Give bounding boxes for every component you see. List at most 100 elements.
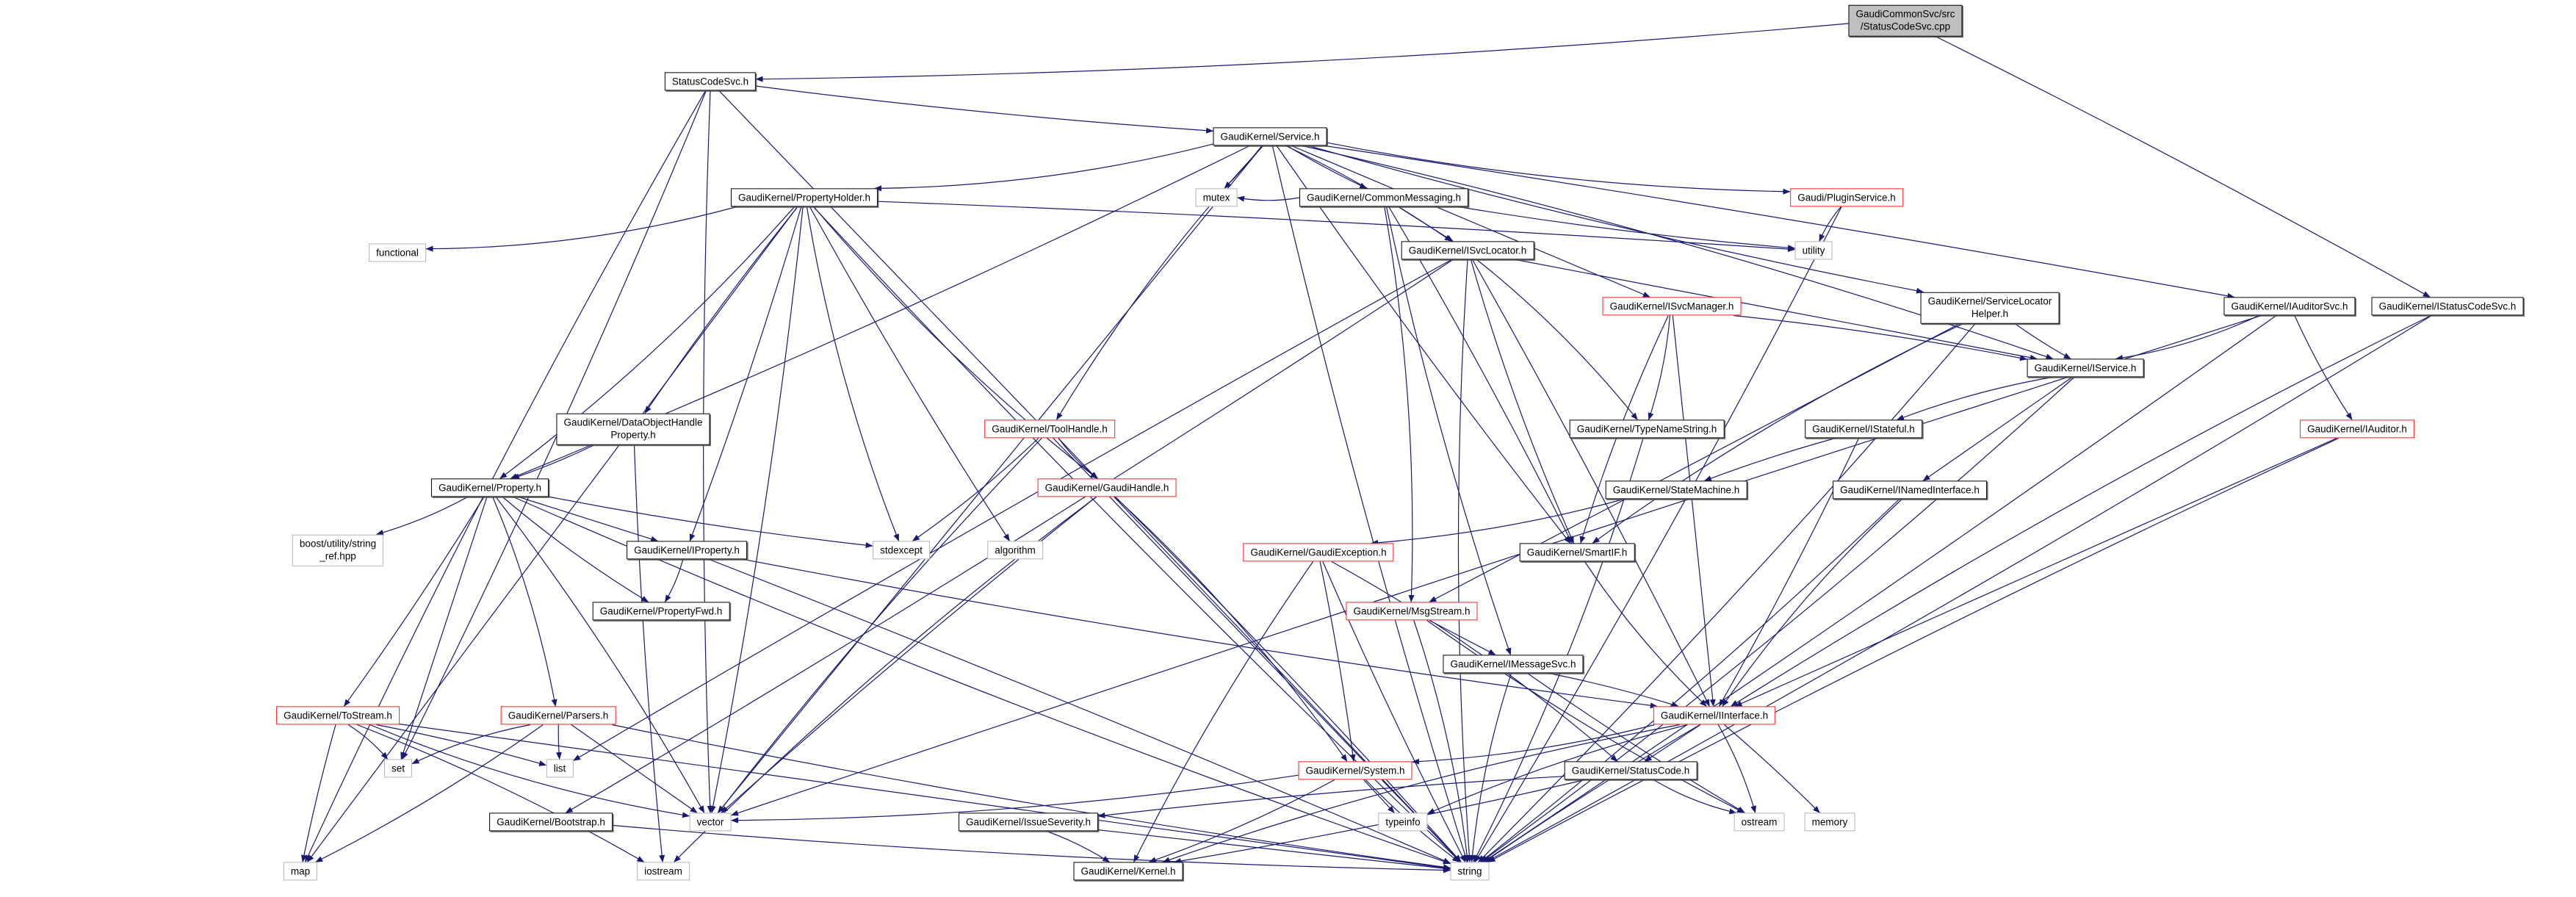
- graph-node-isvcmanager[interactable]: GaudiKernel/ISvcManager.h: [1602, 297, 1742, 316]
- graph-node-iostream: iostream: [637, 862, 690, 881]
- edge-iinterface-to-kernel: [1162, 724, 1681, 863]
- edge-iservice-to-istateful: [1897, 376, 2052, 421]
- edge-iproperty-to-iinterface: [743, 558, 1658, 709]
- graph-node-gaudihandle[interactable]: GaudiKernel/GaudiHandle.h: [1037, 478, 1177, 497]
- graph-node-kernel[interactable]: GaudiKernel/Kernel.h: [1073, 862, 1183, 881]
- edge-parsers-to-vector: [571, 724, 698, 813]
- edge-service-to-vector: [717, 145, 1263, 813]
- graph-node-utility: utility: [1794, 241, 1833, 260]
- edge-toolhandle-to-stdexcept: [912, 438, 1039, 541]
- graph-node-imessagesvc[interactable]: GaudiKernel/IMessageSvc.h: [1443, 655, 1584, 674]
- edge-imessagesvc-to-ostream: [1527, 673, 1745, 814]
- edge-commonmessaging-to-msgstream: [1384, 206, 1415, 602]
- edge-property-to-tostream: [343, 497, 485, 707]
- graph-node-isvclocator[interactable]: GaudiKernel/ISvcLocator.h: [1401, 241, 1534, 260]
- edge-toolhandle-to-string: [1058, 438, 1462, 862]
- graph-node-issueseverity[interactable]: GaudiKernel/IssueSeverity.h: [958, 813, 1099, 832]
- graph-node-istateful[interactable]: GaudiKernel/IStateful.h: [1805, 419, 1922, 439]
- graph-node-statemachine[interactable]: GaudiKernel/StateMachine.h: [1605, 480, 1747, 500]
- edge-propertyholder-to-utility: [877, 201, 1795, 253]
- edge-istatuscodesvc-to-iinterface: [1730, 314, 2431, 707]
- graph-node-statuscode[interactable]: GaudiKernel/StatusCode.h: [1564, 761, 1698, 780]
- edge-pluginservice-to-utility: [1819, 206, 1841, 242]
- graph-node-tostream[interactable]: GaudiKernel/ToStream.h: [276, 706, 400, 725]
- edge-system-to-typeinfo: [1363, 779, 1395, 813]
- graph-node-servicelocatorhelper[interactable]: GaudiKernel/ServiceLocator Helper.h: [1920, 292, 2060, 324]
- graph-node-toolhandle[interactable]: GaudiKernel/ToolHandle.h: [984, 419, 1115, 439]
- edge-imessagesvc-to-string: [1469, 673, 1512, 862]
- graph-node-inamedinterface[interactable]: GaudiKernel/INamedInterface.h: [1833, 480, 1987, 500]
- graph-node-propertyholder[interactable]: GaudiKernel/PropertyHolder.h: [730, 188, 878, 207]
- edge-tostream-to-list: [376, 724, 546, 766]
- graph-node-iauditor[interactable]: GaudiKernel/IAuditor.h: [2300, 419, 2414, 439]
- edge-servicelocatorhelper-to-msgstream: [1429, 323, 1960, 603]
- edge-isvclocator-to-smartif: [1470, 259, 1575, 544]
- edge-service-to-iauditorsvc: [1325, 145, 2235, 299]
- edge-dataobjecthandleprop-to-property: [512, 444, 595, 480]
- edge-property-to-vector: [495, 497, 705, 813]
- graph-node-service[interactable]: GaudiKernel/Service.h: [1213, 127, 1327, 146]
- graph-node-iauditorsvc[interactable]: GaudiKernel/IAuditorSvc.h: [2223, 297, 2356, 316]
- edge-servicelocatorhelper-to-string: [1478, 323, 1976, 862]
- edge-gaudihandle-to-string: [1115, 497, 1462, 862]
- graph-node-property[interactable]: GaudiKernel/Property.h: [430, 478, 549, 497]
- graph-node-map: map: [283, 862, 318, 881]
- edge-isvclocator-to-iservice: [1515, 259, 2038, 361]
- edge-iauditor-to-iinterface: [1734, 437, 2337, 707]
- graph-node-propertyfwd[interactable]: GaudiKernel/PropertyFwd.h: [592, 602, 730, 621]
- edge-gaudiexception-to-string: [1322, 561, 1466, 862]
- graph-node-stdexcept: stdexcept: [873, 541, 930, 560]
- graph-node-pluginservice[interactable]: Gaudi/PluginService.h: [1790, 188, 1903, 207]
- edge-msgstream-to-imessagesvc: [1429, 619, 1496, 656]
- graph-node-commonmessaging[interactable]: GaudiKernel/CommonMessaging.h: [1299, 188, 1469, 207]
- edge-propertyholder-to-algorithm: [809, 206, 1011, 541]
- graph-node-iproperty[interactable]: GaudiKernel/IProperty.h: [627, 541, 747, 560]
- edge-isvclocator-to-bootstrap: [565, 259, 1454, 814]
- graph-node-typenamestring[interactable]: GaudiKernel/TypeNameString.h: [1569, 419, 1725, 439]
- edge-istateful-to-iinterface: [1718, 438, 1860, 707]
- graph-node-istatuscodesvc[interactable]: GaudiKernel/IStatusCodeSvc.h: [2371, 297, 2524, 316]
- edge-system-to-vector: [731, 774, 1299, 824]
- edge-isvclocator-to-iinterface: [1472, 259, 1710, 707]
- edge-isvclocator-to-string: [1457, 259, 1473, 862]
- edge-isvcmanager-to-iinterface: [1672, 315, 1716, 707]
- graph-node-gaudiexception[interactable]: GaudiKernel/GaudiException.h: [1243, 543, 1394, 562]
- graph-node-booststringref: boost/utility/string _ref.hpp: [292, 534, 384, 566]
- graph-node-parsers[interactable]: GaudiKernel/Parsers.h: [500, 706, 616, 725]
- edge-iinterface-to-ostream: [1717, 724, 1756, 813]
- edge-property-to-set: [400, 497, 488, 760]
- edge-propertyholder-to-vector: [710, 206, 804, 813]
- edge-tostream-to-iostream: [356, 724, 645, 863]
- edge-cpp-to-istatuscodesvc: [1935, 35, 2431, 298]
- edge-commonmessaging-to-isvclocator: [1398, 206, 1454, 242]
- edge-property-to-stdexcept: [548, 496, 873, 549]
- edge-iauditorsvc-to-iservice: [2115, 314, 2259, 361]
- graph-node-system[interactable]: GaudiKernel/System.h: [1298, 761, 1413, 780]
- edge-gaudiexception-to-kernel: [1133, 561, 1313, 862]
- graph-node-cpp: GaudiCommonSvc/src /StatusCodeSvc.cpp: [1848, 4, 1963, 37]
- edge-parsers-to-string: [612, 724, 1451, 871]
- edge-statemachine-to-gaudiexception: [1371, 498, 1624, 546]
- edge-parsers-to-list: [555, 724, 562, 760]
- edge-system-to-kernel: [1148, 779, 1335, 863]
- edge-isvcmanager-to-iservice: [1733, 314, 2027, 361]
- graph-node-smartif[interactable]: GaudiKernel/SmartIF.h: [1519, 543, 1635, 562]
- graph-node-iinterface[interactable]: GaudiKernel/IInterface.h: [1653, 706, 1776, 725]
- graph-node-string: string: [1450, 862, 1490, 881]
- edge-typenamestring-to-string: [1473, 438, 1644, 862]
- graph-node-memory: memory: [1804, 813, 1855, 832]
- graph-node-iservice[interactable]: GaudiKernel/IService.h: [2027, 359, 2144, 378]
- edge-iinterface-to-statuscode: [1644, 724, 1701, 763]
- graph-node-bootstrap[interactable]: GaudiKernel/Bootstrap.h: [489, 813, 613, 832]
- edge-statuscodesvc-to-map: [304, 90, 707, 862]
- edge-statuscodesvc-to-service: [755, 85, 1213, 134]
- edge-property-to-iproperty: [519, 496, 659, 542]
- graph-node-list: list: [546, 759, 574, 778]
- graph-node-vector: vector: [689, 813, 732, 832]
- edge-istatuscodesvc-to-string: [1485, 314, 2432, 863]
- graph-node-statuscodesvc[interactable]: StatusCodeSvc.h: [664, 72, 757, 91]
- graph-node-msgstream[interactable]: GaudiKernel/MsgStream.h: [1346, 602, 1478, 621]
- edge-imessagesvc-to-iinterface: [1548, 672, 1679, 707]
- graph-node-dataobjecthandleprop[interactable]: GaudiKernel/DataObjectHandle Property.h: [556, 413, 710, 445]
- edge-gaudihandle-to-system: [1114, 497, 1348, 762]
